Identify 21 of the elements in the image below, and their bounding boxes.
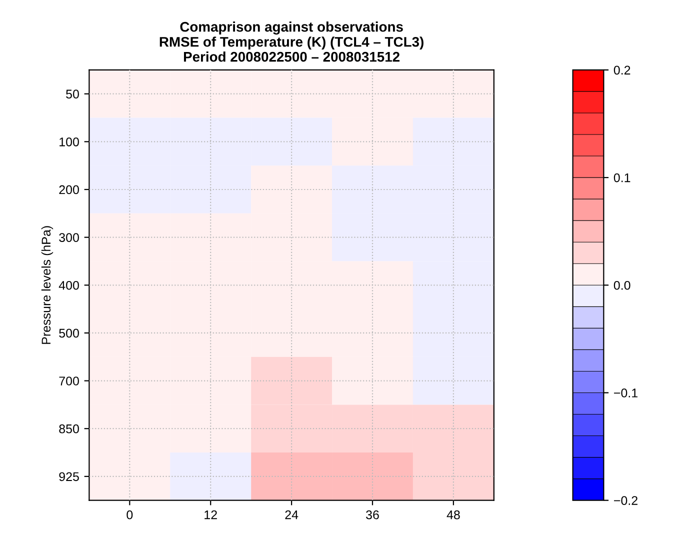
x-tick-label: 12 [204,510,217,520]
y-tick-label: 925 [59,472,79,482]
y-tick-label: 100 [60,137,79,146]
x-tick-label: 0 [126,510,133,520]
color-bar-label: 0.1 [614,173,630,182]
y-tick-label: 200 [59,185,79,194]
color-bar-label: −0.2 [614,496,638,505]
x-tick-label: 48 [446,510,460,520]
y-tick-label: 50 [66,90,79,99]
chart-title: Comaprison against observations RMSE of Temperature (K) (TCL4 – TCL3) Period 2008022500 – 2008031512 [160,22,424,62]
y-tick-label: 700 [59,376,79,386]
y-tick-label: 300 [59,233,79,242]
x-tick-label: 24 [285,510,298,520]
y-tick-label: 400 [58,280,79,290]
color-bar-label: −0.1 [614,388,638,398]
y-tick-label: 500 [59,328,79,338]
y-tick-label: 850 [59,424,79,434]
color-bar-label: 0.0 [614,280,630,290]
y-axis-title: Pressure levels (hPa) [41,226,54,344]
x-tick-label: 36 [366,510,379,520]
color-bar-label: 0.2 [614,66,630,75]
